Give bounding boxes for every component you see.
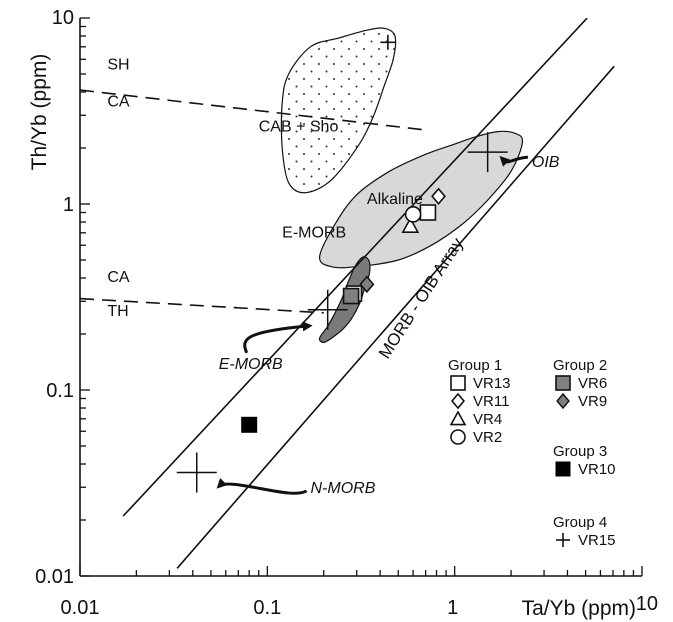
- legend-item-label: VR10: [578, 461, 616, 478]
- legend-marker-vr4: [449, 410, 467, 426]
- reference-arrow: [216, 478, 308, 495]
- legend-marker-vr2: [450, 429, 466, 445]
- line-array-upper: [122, 18, 588, 517]
- legend-marker-vr11: [451, 392, 465, 410]
- region-label: E-MORB: [282, 225, 346, 242]
- data-point-vr11: [431, 187, 446, 206]
- reference-arrow: [243, 321, 313, 354]
- y-tick-label: 1: [63, 194, 74, 216]
- region-label: CA: [107, 93, 130, 110]
- reference-label: E-MORB: [219, 356, 283, 373]
- legend-item-label: VR13: [473, 375, 511, 392]
- y-tick-label: 0.01: [35, 566, 74, 588]
- reference-label: OIB: [532, 154, 560, 171]
- legend-group-title: Group 2: [553, 357, 607, 374]
- legend-item-label: VR15: [578, 532, 616, 549]
- legend-item-label: VR4: [473, 411, 502, 428]
- region-label: CAB + Sho: [259, 119, 339, 136]
- legend-item-label: VR2: [473, 429, 502, 446]
- legend-group-title: Group 3: [553, 443, 607, 460]
- legend-item-label: VR9: [578, 393, 607, 410]
- data-point-vr6: [342, 287, 360, 305]
- data-point-vr13: [419, 204, 437, 221]
- x-axis-title: Ta/Yb (ppm): [522, 597, 636, 620]
- legend-item-label: VR6: [578, 375, 607, 392]
- region-cab-sho: [280, 27, 397, 194]
- x-tick-label: 0.1: [253, 597, 281, 619]
- x-tick-label: 0.01: [61, 597, 100, 619]
- legend-group-title: Group 1: [448, 357, 502, 374]
- x-tick-label: 10: [636, 593, 658, 615]
- region-label: CA: [107, 269, 130, 286]
- data-point-vr10: [241, 416, 258, 433]
- legend-marker-vr9: [556, 392, 570, 410]
- line-array-lower: [176, 65, 615, 569]
- region-alkaline: [318, 130, 524, 269]
- region-label: TH: [107, 303, 128, 320]
- line-sh-ca-divide: [80, 89, 426, 131]
- y-tick-label: 0.1: [46, 380, 74, 402]
- data-point-vr2: [404, 206, 422, 223]
- region-label: Alkaline: [367, 191, 423, 208]
- legend-marker-vr6: [555, 375, 571, 391]
- data-point-vr4: [401, 217, 420, 233]
- data-point-vr9: [359, 275, 375, 293]
- legend-marker-vr10: [555, 461, 571, 477]
- reference-label: N-MORB: [311, 480, 376, 497]
- x-tick-label: 1: [447, 597, 458, 619]
- y-tick-label: 10: [52, 7, 74, 29]
- region-label: SH: [107, 56, 129, 73]
- y-axis-title: Th/Yb (ppm): [28, 54, 51, 171]
- line-ca-th-divide: [80, 297, 324, 314]
- legend-marker-vr13: [450, 375, 466, 391]
- reference-arrow: [499, 155, 529, 167]
- legend-item-label: VR11: [473, 393, 509, 410]
- legend-group-title: Group 4: [553, 514, 607, 531]
